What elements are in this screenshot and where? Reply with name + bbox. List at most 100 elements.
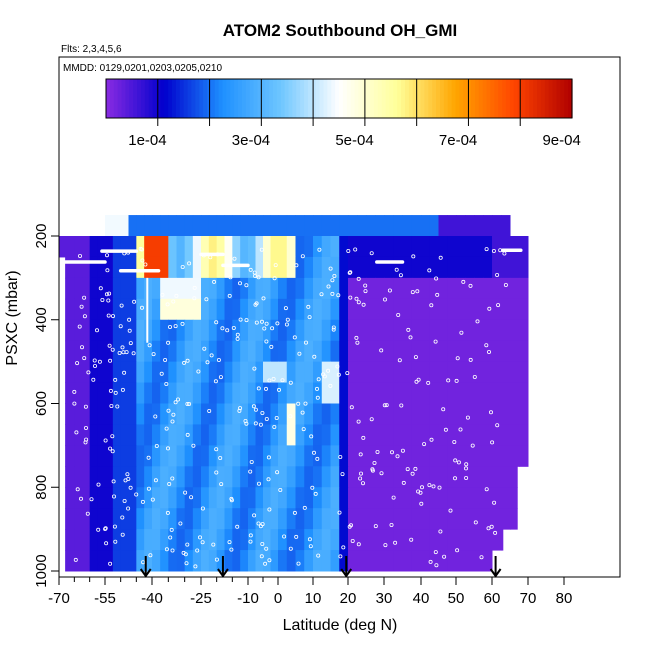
heatmap-cell [224,550,233,572]
track-marker [383,543,388,548]
heatmap-cell [456,298,466,321]
track-marker [249,459,254,464]
heatmap-cell [348,529,358,551]
heatmap-cell [160,215,169,237]
heatmap-cell [89,382,98,404]
track-marker [219,482,224,487]
heatmap-cell [144,487,153,509]
heatmap-cell [295,382,305,404]
heatmap-cell [321,466,331,488]
heatmap-cell [492,277,502,300]
heatmap-cell [366,256,376,279]
heatmap-cell [492,236,502,258]
track-marker [452,476,457,481]
heatmap-cell [456,256,466,279]
heatmap-cell [120,466,129,488]
heatmap-cell [74,298,83,321]
heatmap-cell [421,256,431,279]
track-marker [266,477,271,482]
track-marker [256,481,261,486]
heatmap-cell [201,215,210,237]
heatmap-cell [501,382,511,404]
heatmap-cell [120,256,129,279]
track-marker [83,404,88,409]
track-marker [80,345,85,350]
heatmap-cell [176,550,186,572]
heatmap-cell [255,340,264,363]
track-marker [415,289,420,294]
heatmap-cell [168,277,177,300]
track-marker [195,548,200,553]
heatmap-cell [208,445,218,467]
heatmap-cell [192,466,202,488]
heatmap-cell [501,340,511,363]
heatmap-cell [120,382,129,404]
heatmap-cell [465,508,475,530]
heatmap-cell [384,277,394,300]
heatmap-cell [120,277,129,300]
heatmap-cell [112,529,122,551]
heatmap-cell [89,466,98,488]
heatmap-cell [270,340,279,363]
heatmap-cell [393,277,403,300]
heatmap-cell [313,319,323,342]
heatmap-cell [208,424,218,446]
x-tick-label: -55 [94,590,116,607]
heatmap-cell [304,361,314,384]
colorbar-segment [315,79,321,118]
heatmap-cell [339,277,349,300]
track-marker [273,263,278,268]
track-marker [146,455,151,460]
heatmap-cell [438,298,448,321]
track-marker [455,548,460,553]
heatmap-cell [429,236,439,258]
heatmap-cell [393,445,403,467]
heatmap-cell [89,445,98,467]
heatmap-cell [321,361,331,384]
heatmap-cell [160,319,169,342]
heatmap-cell [208,403,218,425]
heatmap-cell [429,487,439,509]
heatmap-cell [232,466,241,488]
heatmap-cell [313,508,323,530]
heatmap-cell [357,382,367,404]
track-marker [443,427,448,432]
track-marker [253,407,258,412]
heatmap-cell [456,466,466,488]
heatmap-cell [375,319,385,342]
x-tick-label: 0 [274,590,282,607]
heatmap-cell [66,508,75,530]
heatmap-cell [438,529,448,551]
track-marker [212,279,217,284]
heatmap-cell [510,361,520,384]
heatmap-cell [128,382,137,404]
colorbar-segment [339,79,344,118]
heatmap-cell [295,466,305,488]
heatmap-cell [192,445,202,467]
heatmap-cell [224,340,233,363]
track-marker [166,408,171,413]
heatmap-cell [456,382,466,404]
heatmap-cell [375,487,385,509]
track-marker [433,550,438,555]
heatmap-cell [168,529,177,551]
heatmap-cell [447,319,457,342]
track-marker [452,439,457,444]
heatmap-cell [192,215,202,237]
track-marker [312,354,317,359]
x-tick-label: 80 [556,590,573,607]
track-marker [82,295,87,300]
track-marker [235,336,240,341]
track-marker [164,426,169,431]
track-marker [282,534,287,539]
colorbar-segment [459,79,464,118]
colorbar-segment [261,79,266,118]
heatmap-cell [474,256,484,279]
heatmap-cell [160,529,169,551]
track-marker [89,497,94,502]
y-tick-label: 200 [33,223,50,248]
heatmap-cell [66,487,75,509]
heatmap-cell [465,215,475,237]
track-marker [503,282,508,287]
colorbar-segment [366,79,371,118]
